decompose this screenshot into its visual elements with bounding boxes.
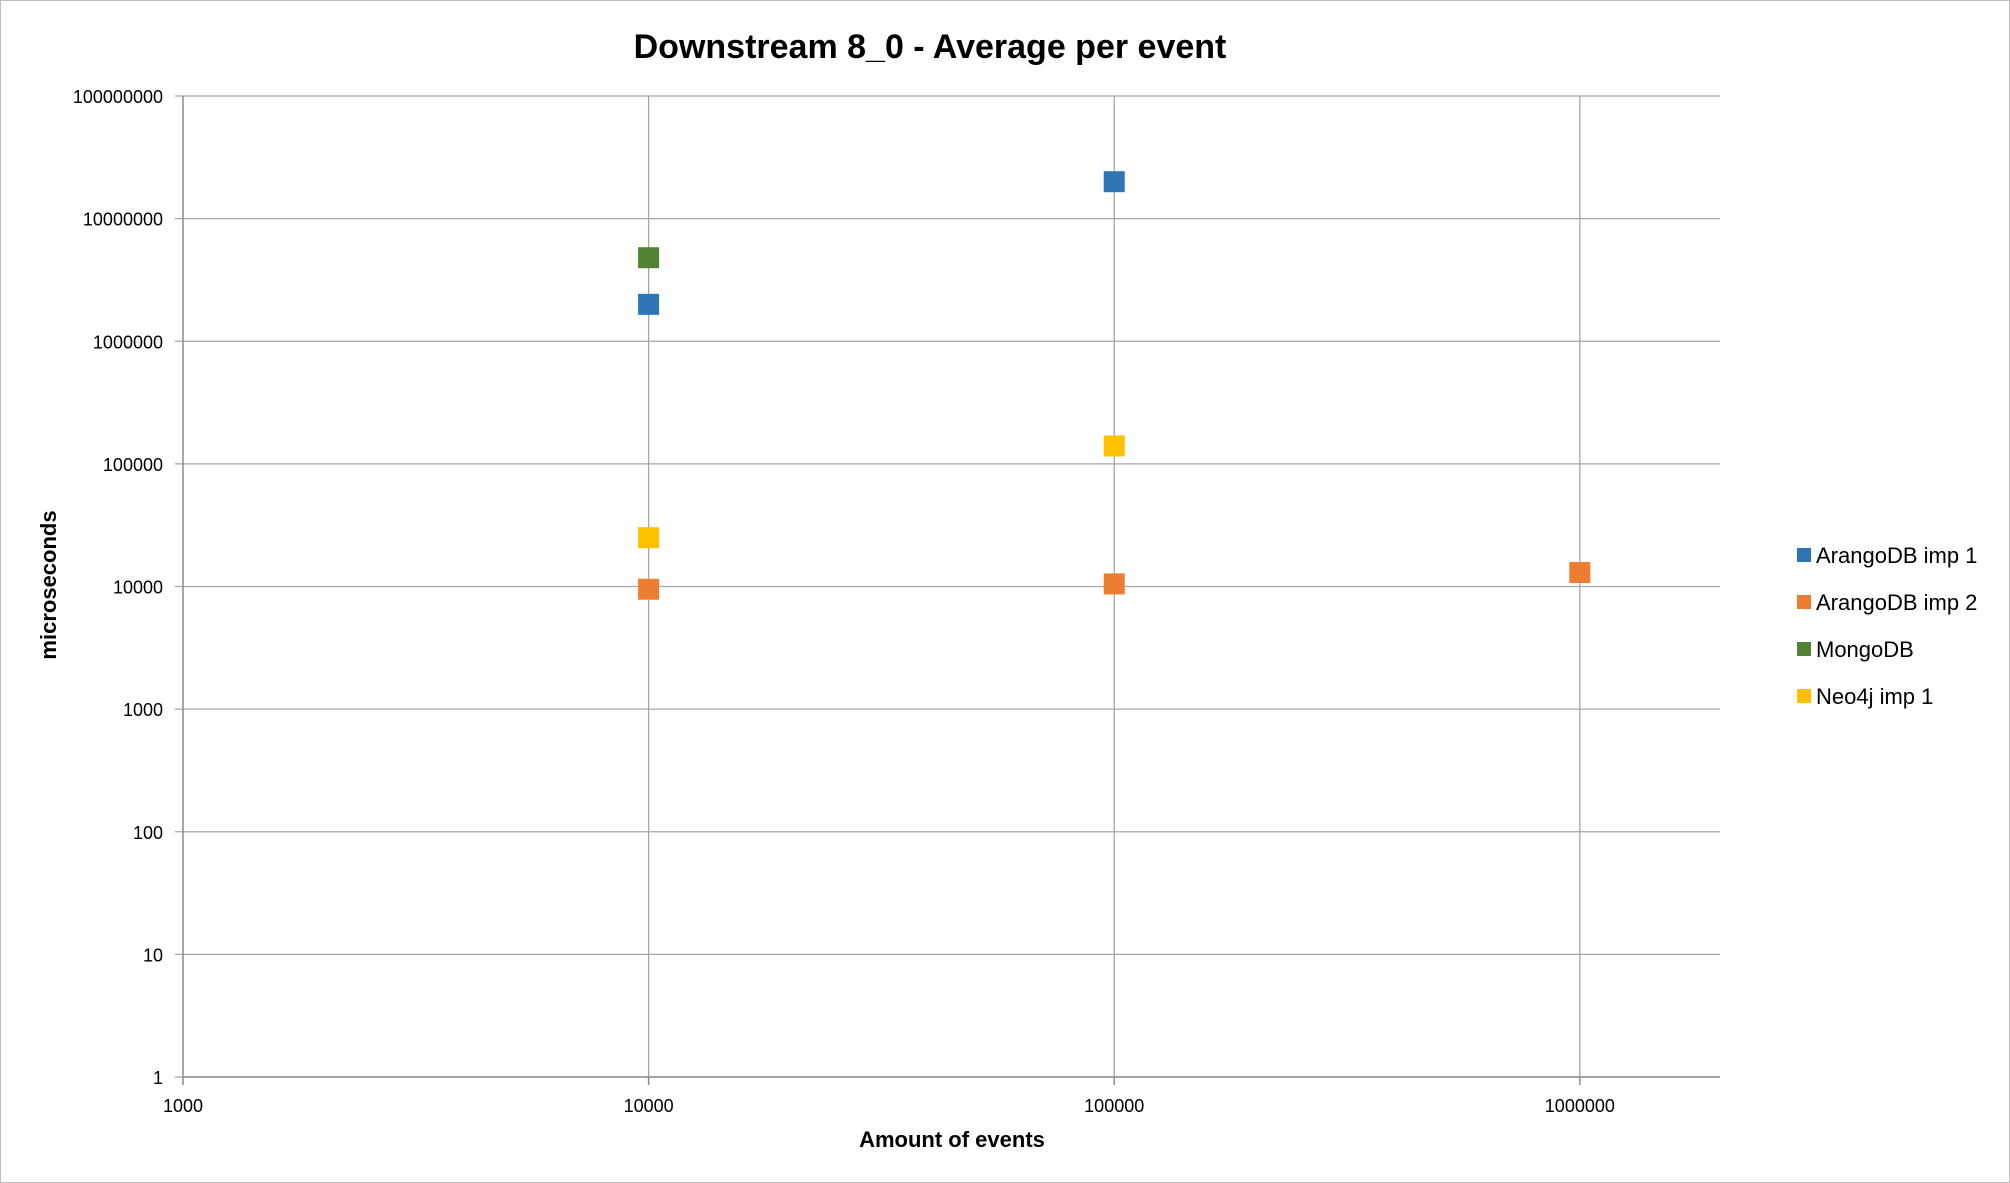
data-point-arangodb-imp-2	[1103, 573, 1125, 595]
legend-label: Neo4j imp 1	[1816, 684, 1933, 709]
data-point-arangodb-imp-1	[638, 293, 660, 315]
chart-title: Downstream 8_0 - Average per event	[634, 28, 1227, 66]
y-tick-label: 10000	[113, 578, 163, 598]
y-tick-label: 100000000	[73, 87, 163, 107]
y-tick-label: 10	[143, 945, 163, 965]
legend-marker	[1797, 548, 1811, 562]
y-tick-label: 10000000	[83, 210, 163, 230]
x-axis-label: Amount of events	[859, 1127, 1045, 1152]
x-tick-label: 10000	[624, 1096, 674, 1116]
x-tick-label: 100000	[1084, 1096, 1144, 1116]
data-point-neo4j-imp-1	[1103, 435, 1125, 457]
x-tick-label: 1000000	[1545, 1096, 1615, 1116]
data-point-neo4j-imp-1	[638, 527, 660, 549]
data-point-mongodb	[638, 247, 660, 269]
grid	[175, 95, 1720, 1078]
y-tick-label: 1	[153, 1068, 163, 1088]
legend-marker	[1797, 642, 1811, 656]
x-tick-label: 1000	[163, 1096, 203, 1116]
data-point-arangodb-imp-1	[1103, 171, 1125, 193]
legend-label: ArangoDB imp 1	[1816, 543, 1977, 568]
y-axis-label: microseconds	[36, 510, 61, 659]
legend-label: ArangoDB imp 2	[1816, 590, 1977, 615]
data-point-arangodb-imp-2	[1569, 562, 1591, 584]
legend-label: MongoDB	[1816, 637, 1914, 662]
y-tick-label: 100	[133, 823, 163, 843]
legend-marker	[1797, 595, 1811, 609]
data-point-arangodb-imp-2	[638, 578, 660, 600]
axes: 1 10 100 1000 10000 100000 1000000 10000000 1000…	[73, 87, 1720, 1116]
y-tick-label: 1000	[123, 700, 163, 720]
y-tick-label: 100000	[103, 455, 163, 475]
data-points	[638, 171, 1591, 600]
legend-marker	[1797, 689, 1811, 703]
legend: ArangoDB imp 1 ArangoDB imp 2 MongoDB Neo4j…	[1797, 543, 1977, 709]
y-tick-label: 1000000	[93, 332, 163, 352]
